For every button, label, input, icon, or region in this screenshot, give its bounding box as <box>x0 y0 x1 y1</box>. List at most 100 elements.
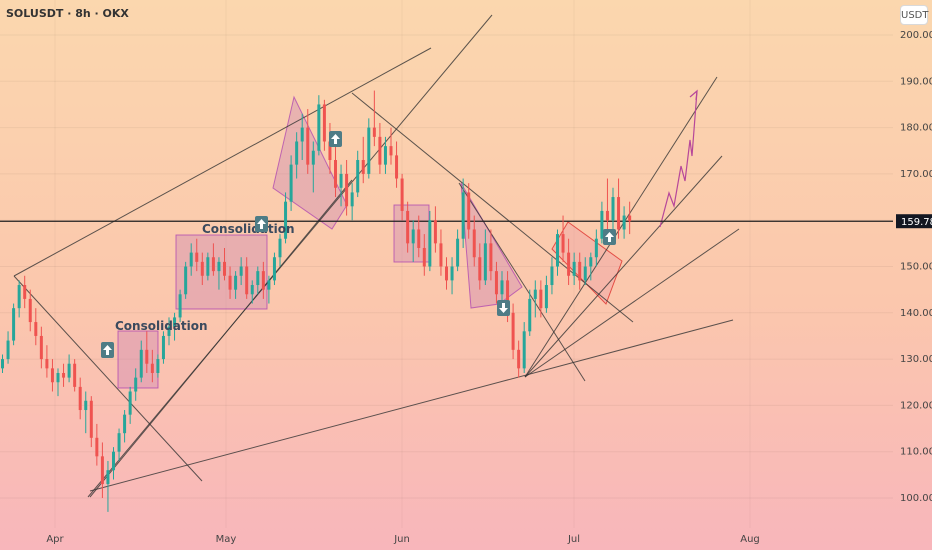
candle-body <box>161 335 165 360</box>
candle-body <box>167 326 171 336</box>
candle-body <box>411 229 415 244</box>
candle-body <box>106 470 110 485</box>
candle-body <box>150 363 154 373</box>
candle-body <box>483 243 487 281</box>
candle-body <box>39 335 43 360</box>
candle-body <box>295 141 299 165</box>
candle-body <box>539 289 543 309</box>
up-arrow-marker-glyph <box>605 232 614 242</box>
candle-body <box>211 257 215 272</box>
candle-body <box>184 266 188 295</box>
currency-unit-badge[interactable]: USDT <box>900 5 928 25</box>
candle-body <box>478 257 482 281</box>
candle-body <box>173 317 177 327</box>
annotation-layer: Consolidation Consolidation <box>101 131 616 358</box>
candle-body <box>428 220 432 267</box>
candle-body <box>356 160 360 193</box>
y-tick-label: 100.00 <box>900 493 932 504</box>
candle-body <box>567 252 571 276</box>
candle-body <box>306 127 310 165</box>
candle-body <box>272 257 276 281</box>
candle-body <box>78 386 82 411</box>
projection-arrowhead <box>689 89 698 101</box>
trend-line <box>89 179 353 498</box>
candle-body <box>528 298 532 332</box>
up-arrow-marker-glyph <box>103 345 112 355</box>
candle-body <box>339 173 343 188</box>
trend-line <box>13 275 203 482</box>
trend-line <box>351 92 634 323</box>
candle-body <box>189 252 193 267</box>
candle-body <box>522 331 526 369</box>
candle-body <box>178 294 182 318</box>
candle-body <box>389 146 393 156</box>
candle-body <box>267 280 271 290</box>
candle-body <box>100 456 104 485</box>
candle-body <box>200 261 204 276</box>
candle-body <box>433 220 437 244</box>
candle-body <box>234 275 238 290</box>
candle-body <box>73 363 77 387</box>
candle-body <box>372 127 376 137</box>
candle-body <box>67 363 71 378</box>
y-tick-label: 190.00 <box>900 76 932 87</box>
candle-body <box>62 372 66 378</box>
candle-body <box>195 252 199 262</box>
candle-body <box>84 400 88 411</box>
consolidation-label: Consolidation <box>115 319 208 333</box>
candle-body <box>439 243 443 267</box>
candle-body <box>289 164 293 202</box>
candle-body <box>328 141 332 161</box>
candle-body <box>417 229 421 248</box>
candle-body <box>589 257 593 267</box>
candle-body <box>128 391 132 415</box>
candle-body <box>556 234 559 267</box>
candle-body <box>228 275 232 290</box>
candle-body <box>422 247 426 267</box>
up-arrow-marker <box>329 131 342 147</box>
up-arrow-marker-glyph <box>257 219 266 229</box>
candle-body <box>50 368 54 383</box>
candle-body <box>350 192 354 207</box>
candle-body <box>134 377 138 392</box>
candle-body <box>89 400 93 438</box>
candle-body <box>622 215 626 230</box>
up-arrow-marker <box>255 216 268 232</box>
candle-body <box>23 285 27 299</box>
x-tick-label: Jul <box>567 534 580 545</box>
y-tick-label: 110.00 <box>900 447 932 458</box>
candle-body <box>300 127 304 142</box>
candle-body <box>533 289 537 299</box>
candle-body <box>112 451 115 471</box>
candle-body <box>245 266 249 295</box>
trend-line <box>524 228 740 378</box>
consolidation-box <box>175 234 268 310</box>
candle-body <box>334 160 337 188</box>
candle-body <box>561 234 565 253</box>
candle-body <box>12 308 16 341</box>
candle-body <box>617 197 621 230</box>
candle-body <box>361 160 365 174</box>
candle-body <box>550 266 554 286</box>
candle-body <box>117 433 121 452</box>
y-tick-label: 200.00 <box>900 30 932 41</box>
candle-body <box>506 280 510 313</box>
candle-body <box>206 257 210 276</box>
candle-body <box>456 238 460 267</box>
candle-body <box>345 173 349 207</box>
candle-body <box>261 271 265 290</box>
candle-body <box>583 266 587 281</box>
current-price-label: 159.78 <box>901 217 932 228</box>
candle-body <box>611 197 615 221</box>
candle-body <box>367 127 371 174</box>
y-tick-label: 130.00 <box>900 354 932 365</box>
candle-body <box>28 298 32 323</box>
candle-body <box>406 210 410 244</box>
candle-body <box>256 271 260 286</box>
candle-body <box>156 359 160 373</box>
x-tick-label: Jun <box>393 534 410 545</box>
up-arrow-marker <box>603 229 616 245</box>
chart-title: SOLUSDT · 8h · OKX <box>6 7 129 20</box>
